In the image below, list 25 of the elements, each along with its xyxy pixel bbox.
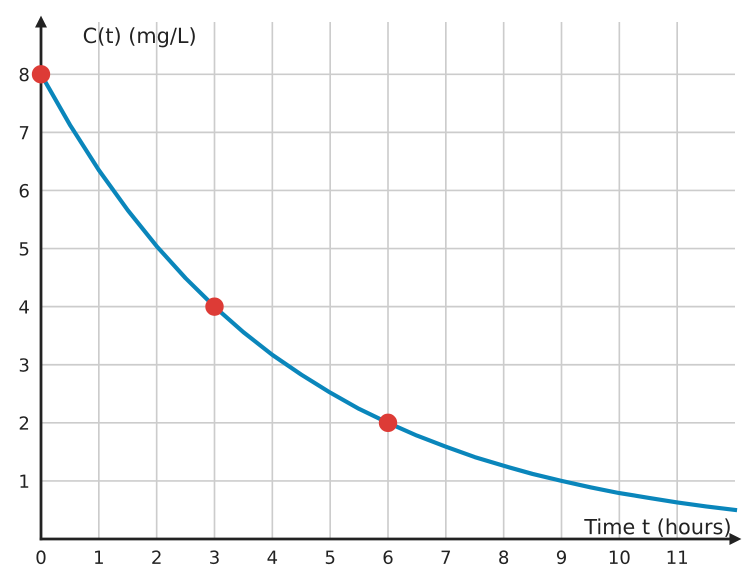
y-tick-label: 3	[20, 358, 28, 372]
y-tick-label: 6	[20, 184, 29, 198]
y-tick-label: 2	[20, 416, 28, 430]
x-tick-label: 6	[384, 550, 393, 564]
point	[32, 65, 50, 84]
point	[205, 297, 224, 316]
y-tick-label: 7	[20, 126, 28, 140]
x-tick-label: 3	[210, 550, 219, 564]
point	[378, 414, 398, 432]
x-tick-label: 8	[499, 550, 508, 564]
x-tick-label: 2	[152, 550, 161, 564]
x-axis-title: Time t (hours)	[584, 518, 730, 537]
x-tick-label: 9	[556, 550, 566, 564]
y-tick-label: 8	[20, 68, 29, 82]
x-tick-label: 11	[668, 550, 687, 564]
y-tick-label: 1	[20, 474, 28, 488]
x-tick-label: 7	[442, 550, 450, 564]
x-tick-label: 0	[36, 550, 46, 564]
x-tick-label: 4	[267, 550, 278, 564]
y-tick-label: 4	[19, 300, 29, 314]
x-tick-label: 5	[326, 550, 334, 564]
x-tick-label: 1	[95, 550, 103, 564]
y-axis-title: C(t) (mg/L)	[84, 27, 195, 48]
y-tick-label: 5	[20, 242, 28, 256]
x-tick-label: 10	[610, 550, 630, 564]
